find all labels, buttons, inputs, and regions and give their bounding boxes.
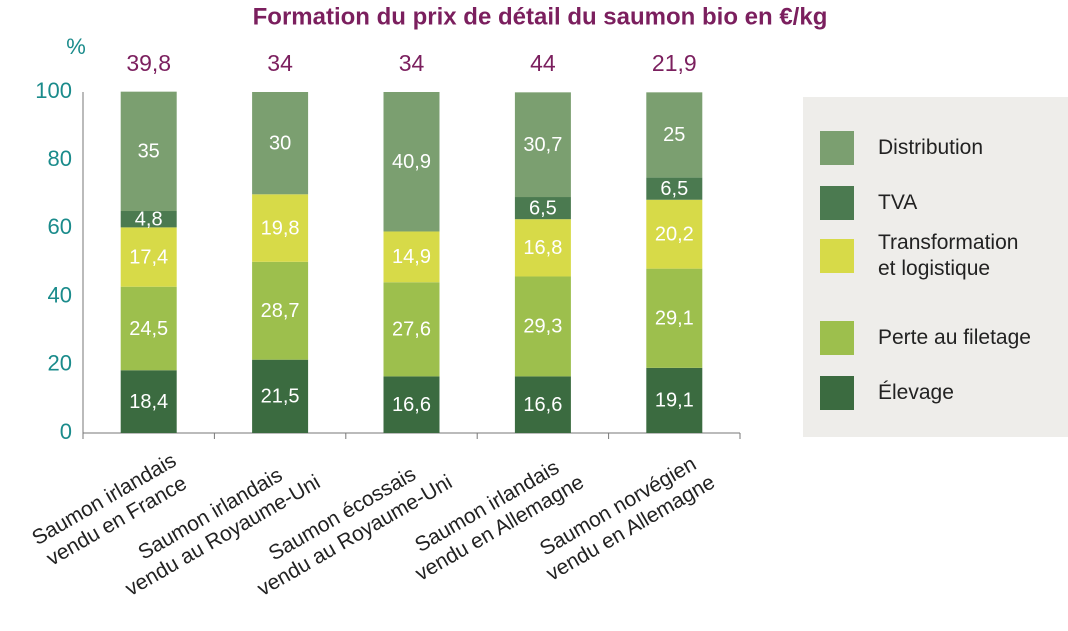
bar-segment — [252, 359, 309, 433]
bar-segment — [383, 376, 440, 433]
value-label: 19,8 — [261, 217, 300, 239]
value-label: 14,9 — [392, 246, 431, 268]
bar-segment — [646, 199, 703, 269]
value-label: 6,5 — [660, 178, 688, 200]
bar-segment — [514, 219, 571, 277]
bar-segment — [252, 194, 309, 262]
legend-swatch — [820, 376, 854, 410]
y-label: % — [66, 34, 86, 59]
bar-segment — [646, 92, 703, 178]
legend-label: Élevage — [878, 381, 954, 404]
value-label: 18,4 — [129, 391, 168, 413]
bar-segment — [120, 227, 177, 287]
legend-label: Distribution — [878, 136, 984, 159]
bar-segment — [120, 370, 177, 433]
total-label: 34 — [399, 50, 425, 76]
chart-title: Formation du prix de détail du saumon bi… — [253, 3, 828, 30]
bar-segment — [514, 376, 571, 433]
value-label: 6,5 — [529, 197, 557, 219]
bar-segment — [383, 282, 440, 377]
bar-segment — [252, 261, 309, 360]
legend-label: Transformation et logistique — [878, 231, 1019, 280]
legend-label: TVA — [878, 191, 918, 214]
value-label: 16,6 — [523, 394, 562, 416]
legend-label: Perte au filetage — [878, 326, 1031, 349]
value-label: 40,9 — [392, 151, 431, 173]
bar-segment — [514, 197, 571, 220]
value-label: 19,1 — [655, 390, 694, 412]
value-label: 20,2 — [655, 223, 694, 245]
value-label: 29,3 — [523, 316, 562, 338]
y-tick-label: 20 — [48, 351, 72, 376]
value-label: 30 — [269, 132, 291, 154]
total-label: 34 — [267, 50, 293, 76]
legend-swatch — [820, 186, 854, 220]
bar-segment — [514, 92, 571, 198]
bar-segment — [646, 367, 703, 433]
value-label: 17,4 — [129, 246, 168, 268]
bar-segment — [120, 211, 177, 228]
bar-segment — [646, 177, 703, 200]
value-label: 24,5 — [129, 318, 168, 340]
y-tick-label: 80 — [48, 146, 72, 171]
y-tick-label: 100 — [35, 78, 72, 103]
legend-swatch — [820, 131, 854, 165]
y-tick-label: 40 — [48, 282, 72, 307]
bar-segment — [252, 92, 309, 195]
y-tick-label: 0 — [60, 419, 72, 444]
total-label: 44 — [530, 50, 556, 76]
value-label: 4,8 — [135, 208, 163, 230]
bar-segment — [383, 92, 440, 232]
value-label: 25 — [663, 124, 685, 146]
value-label: 35 — [138, 141, 160, 163]
bar-segment — [120, 286, 177, 371]
bar-segment — [514, 276, 571, 377]
value-label: 30,7 — [523, 134, 562, 156]
legend-swatch — [820, 239, 854, 273]
total-label: 21,9 — [652, 50, 697, 76]
bar-segment — [383, 231, 440, 283]
y-tick-label: 60 — [48, 214, 72, 239]
bar-segment — [646, 268, 703, 368]
legend-swatch — [820, 321, 854, 355]
value-label: 29,1 — [655, 308, 694, 330]
value-label: 16,8 — [523, 237, 562, 259]
value-label: 27,6 — [392, 319, 431, 341]
value-label: 16,6 — [392, 394, 431, 416]
value-label: 28,7 — [261, 300, 300, 322]
bar-segment — [120, 91, 177, 212]
total-label: 39,8 — [126, 50, 171, 76]
value-label: 21,5 — [261, 386, 300, 408]
